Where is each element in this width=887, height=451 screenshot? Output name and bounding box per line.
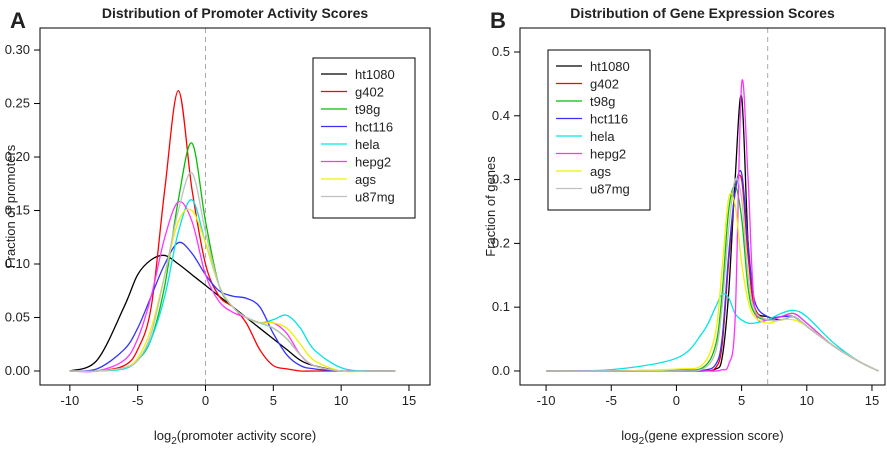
x-tick-label: 15 <box>865 393 879 408</box>
y-axis-label: Fraction of genes <box>483 156 498 257</box>
legend-label: hela <box>590 129 615 144</box>
x-tick-label: 5 <box>738 393 745 408</box>
y-tick-label: 0.0 <box>492 363 510 378</box>
legend-label: t98g <box>590 94 615 109</box>
legend-box <box>312 57 416 219</box>
density-line <box>546 79 879 372</box>
x-label-prefix: log <box>621 428 638 443</box>
x-tick-label: 0 <box>202 393 209 408</box>
y-tick-label: 0.20 <box>5 149 30 164</box>
chart-title: Distribution of Gene Expression Scores <box>570 5 835 21</box>
legend-label: ags <box>590 164 611 179</box>
legend-label: ags <box>355 172 376 187</box>
x-label-sub: 2 <box>171 436 177 447</box>
x-axis-label: log2(promoter activity score) <box>154 428 316 447</box>
y-tick-label: 0.05 <box>5 309 30 324</box>
legend-label: t98g <box>355 102 380 117</box>
y-tick-label: 0.15 <box>5 203 30 218</box>
y-tick-label: 0.25 <box>5 96 30 111</box>
y-axis-label: Fraction of promoters <box>3 144 18 268</box>
density-line <box>69 208 396 373</box>
legend-label: hct116 <box>590 112 628 127</box>
density-line <box>69 199 396 372</box>
y-tick-label: 0.4 <box>492 108 510 123</box>
density-line <box>546 293 879 372</box>
legend-label: u87mg <box>355 190 395 205</box>
x-tick-label: -5 <box>605 393 617 408</box>
density-line <box>546 177 879 372</box>
legend-label: hela <box>355 137 380 152</box>
chart-title: Distribution of Promoter Activity Scores <box>102 5 369 21</box>
density-line <box>69 172 396 373</box>
legend-label: g402 <box>355 85 384 100</box>
legend-label: hct116 <box>355 120 393 135</box>
y-tick-label: 0.00 <box>5 363 30 378</box>
legend-label: hepg2 <box>590 147 626 162</box>
x-tick-label: 10 <box>334 393 348 408</box>
density-line <box>69 241 396 372</box>
y-tick-label: 0.1 <box>492 299 510 314</box>
density-line <box>546 192 879 372</box>
density-line <box>69 90 396 373</box>
plot-frame <box>519 27 886 386</box>
x-tick-label: 15 <box>402 393 416 408</box>
legend-label: ht1080 <box>590 59 630 74</box>
x-tick-label: 0 <box>673 393 680 408</box>
x-label-sub: 2 <box>639 436 645 447</box>
legend-label: ht1080 <box>355 67 395 82</box>
y-tick-label: 0.2 <box>492 235 510 250</box>
x-tick-label: -10 <box>537 393 556 408</box>
x-label-text: (promoter activity score) <box>177 428 316 443</box>
x-axis-label: log2(gene expression score) <box>621 428 783 447</box>
density-line <box>69 200 396 373</box>
legend-box <box>547 49 651 211</box>
x-tick-label: -10 <box>60 393 79 408</box>
y-tick-label: 0.30 <box>5 42 30 57</box>
x-label-prefix: log <box>154 428 171 443</box>
panel-label: B <box>490 8 506 33</box>
x-tick-label: 10 <box>800 393 814 408</box>
y-tick-label: 0.10 <box>5 256 30 271</box>
x-label-text: (gene expression score) <box>644 428 783 443</box>
plot-frame <box>39 27 431 386</box>
panel-label: A <box>10 8 26 33</box>
x-tick-label: 5 <box>270 393 277 408</box>
x-tick-label: -5 <box>132 393 144 408</box>
y-tick-label: 0.5 <box>492 44 510 59</box>
y-tick-label: 0.3 <box>492 172 510 187</box>
legend-label: u87mg <box>590 182 630 197</box>
legend-label: g402 <box>590 77 619 92</box>
legend-label: hepg2 <box>355 155 391 170</box>
